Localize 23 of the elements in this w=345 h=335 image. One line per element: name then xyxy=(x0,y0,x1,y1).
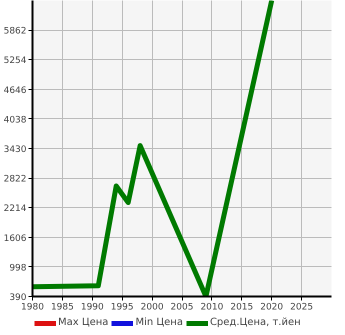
x-tick-label: 2000 xyxy=(140,302,164,312)
legend-label: Min Цена xyxy=(135,317,183,328)
y-tick-label: 3430 xyxy=(4,145,27,155)
y-tick-label: 390 xyxy=(9,293,27,303)
x-tick-label: 1980 xyxy=(21,302,44,312)
x-tick-label: 2025 xyxy=(290,302,314,312)
x-tick-label: 2015 xyxy=(230,302,254,312)
x-tick-label: 2020 xyxy=(260,302,284,312)
x-tick-label: 1990 xyxy=(80,302,104,312)
y-tick-label: 1606 xyxy=(4,234,27,244)
y-tick-label: 5862 xyxy=(4,26,26,37)
y-tick-label: 998 xyxy=(9,263,27,274)
x-tick-label: 2005 xyxy=(170,302,194,312)
x-tick-label: 1995 xyxy=(110,302,134,312)
y-tick-label: 4646 xyxy=(4,86,27,96)
legend-label: Сред.Цена, т.йен xyxy=(210,317,301,328)
x-tick-label: 1985 xyxy=(50,302,74,312)
y-tick-label: 2822 xyxy=(4,174,26,185)
legend-label: Max Цена xyxy=(58,317,108,328)
y-tick-label: 2214 xyxy=(4,204,27,214)
x-tick-label: 2010 xyxy=(200,302,224,312)
y-tick-label: 5254 xyxy=(4,56,27,66)
y-tick-label: 4038 xyxy=(4,115,27,126)
